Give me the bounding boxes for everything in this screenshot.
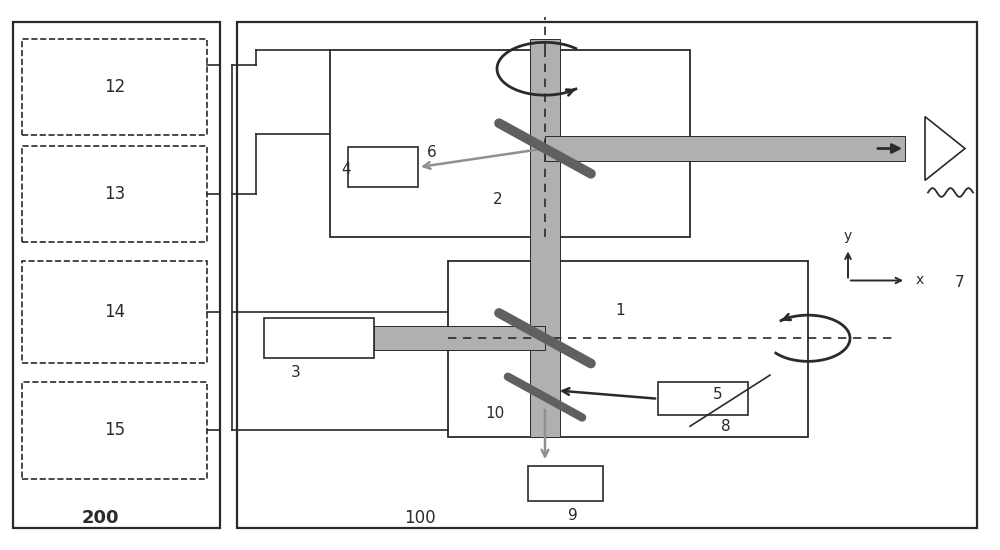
Text: 200: 200	[81, 509, 119, 527]
Bar	[448, 261, 808, 437]
Bar	[530, 39, 560, 437]
Text: 13: 13	[104, 185, 125, 203]
Bar	[22, 39, 207, 135]
Bar	[348, 147, 418, 187]
Text: 10: 10	[485, 406, 505, 421]
Text: 7: 7	[955, 274, 965, 290]
Text: 12: 12	[104, 78, 125, 96]
Text: x: x	[916, 273, 924, 288]
Text: 9: 9	[568, 508, 578, 523]
Text: 6: 6	[427, 145, 437, 160]
Text: y: y	[844, 229, 852, 243]
Bar	[237, 22, 977, 528]
Text: 5: 5	[713, 387, 723, 402]
Text: 15: 15	[104, 421, 125, 439]
Text: 2: 2	[493, 192, 503, 207]
Bar	[22, 382, 207, 478]
Bar	[13, 22, 220, 528]
Bar	[22, 146, 207, 242]
Text: 3: 3	[291, 365, 301, 381]
Bar	[330, 50, 690, 236]
Text: 8: 8	[721, 419, 731, 434]
Bar	[545, 136, 905, 161]
Text: 100: 100	[404, 509, 436, 527]
Bar	[264, 318, 374, 358]
Bar	[528, 466, 603, 500]
Bar	[22, 261, 207, 363]
Text: 1: 1	[615, 303, 625, 318]
Text: 4: 4	[341, 162, 351, 177]
Polygon shape	[925, 117, 965, 180]
Bar	[658, 382, 748, 415]
Text: 14: 14	[104, 303, 125, 321]
Bar	[374, 326, 545, 350]
